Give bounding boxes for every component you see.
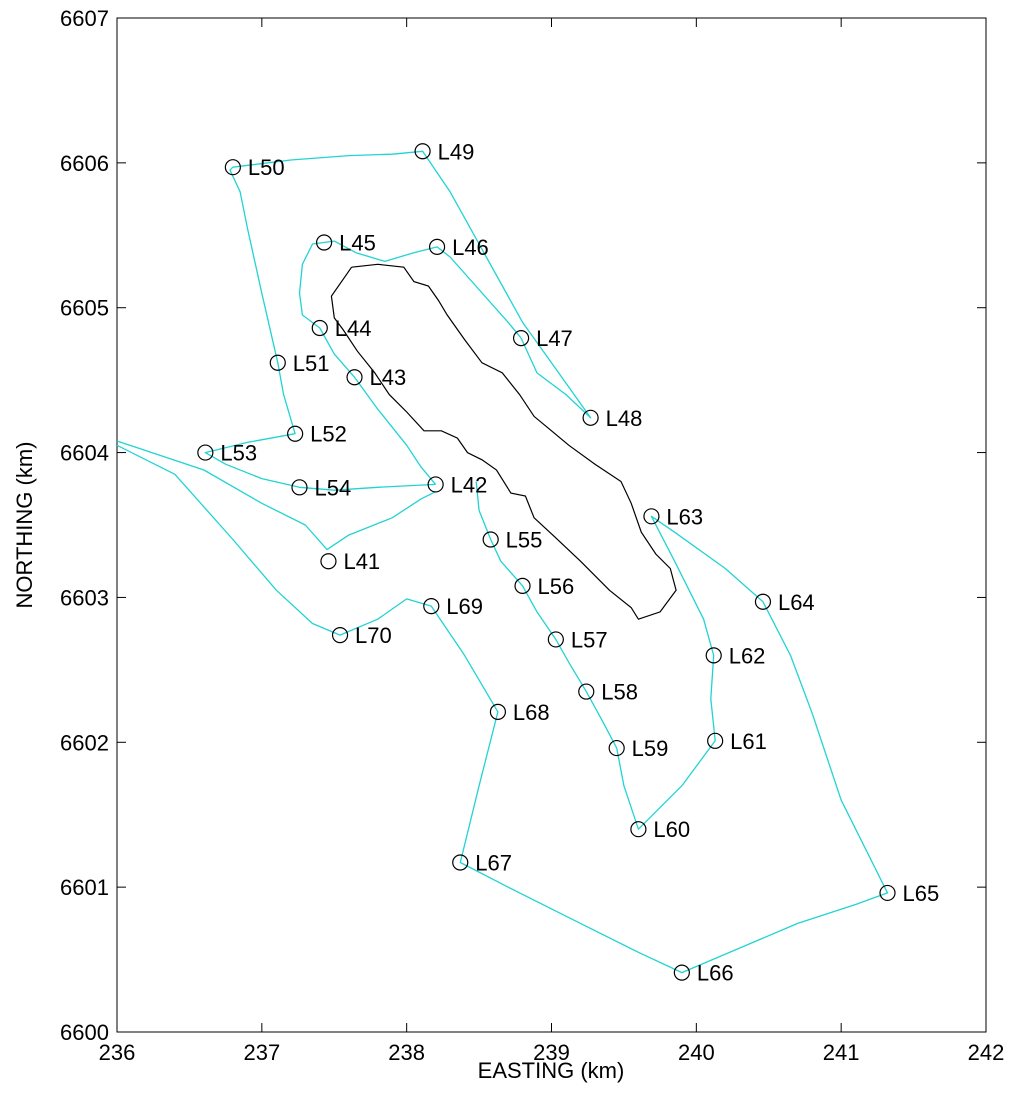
station-marker-l52 bbox=[287, 425, 304, 442]
track-line-1 bbox=[298, 240, 522, 485]
track-layer bbox=[116, 150, 889, 974]
station-marker-layer bbox=[197, 143, 896, 981]
station-marker-l63 bbox=[643, 508, 660, 525]
station-marker-l44 bbox=[311, 319, 328, 337]
station-marker-l66 bbox=[673, 964, 690, 981]
station-label-l50: L50 bbox=[248, 155, 285, 180]
station-label-l56: L56 bbox=[538, 574, 575, 599]
station-marker-l41 bbox=[320, 553, 337, 570]
station-marker-l65 bbox=[879, 884, 896, 902]
station-label-l51: L51 bbox=[293, 351, 330, 376]
y-tick-label: 6607 bbox=[60, 6, 109, 31]
station-label-l45: L45 bbox=[339, 231, 376, 256]
station-label-l57: L57 bbox=[571, 627, 608, 652]
y-tick-layer: 6600 6601 6602 6603 6604 6605 6606 6607 bbox=[60, 6, 986, 1045]
station-label-l44: L44 bbox=[335, 316, 372, 341]
plot-area bbox=[116, 17, 987, 1033]
x-tick-label: 241 bbox=[823, 1040, 860, 1065]
x-tick-label: 236 bbox=[99, 1040, 136, 1065]
station-label-l55: L55 bbox=[506, 527, 543, 552]
track-line-3 bbox=[116, 440, 436, 551]
station-label-l58: L58 bbox=[601, 680, 638, 705]
station-marker-l61 bbox=[707, 732, 724, 749]
station-label-l59: L59 bbox=[632, 736, 669, 761]
station-label-l63: L63 bbox=[666, 504, 703, 529]
station-label-l49: L49 bbox=[438, 139, 475, 164]
station-label-l68: L68 bbox=[513, 700, 550, 725]
station-label-l64: L64 bbox=[778, 590, 815, 615]
x-tick-layer: 236 237 238 239 240 241 242 bbox=[99, 18, 1005, 1065]
station-marker-l60 bbox=[630, 821, 647, 838]
station-marker-l70 bbox=[331, 626, 349, 644]
y-tick-label: 6602 bbox=[60, 730, 109, 755]
station-label-l65: L65 bbox=[903, 881, 940, 906]
station-label-l62: L62 bbox=[729, 643, 766, 668]
station-label-l67: L67 bbox=[475, 851, 512, 876]
station-marker-l59 bbox=[608, 739, 625, 757]
station-label-l47: L47 bbox=[536, 326, 573, 351]
station-marker-l50 bbox=[224, 159, 241, 176]
station-marker-l56 bbox=[514, 577, 531, 594]
track-line-4 bbox=[116, 444, 889, 974]
station-label-l61: L61 bbox=[730, 729, 767, 754]
station-marker-l45 bbox=[316, 234, 333, 251]
island-outline bbox=[330, 263, 677, 620]
station-label-l69: L69 bbox=[446, 594, 483, 619]
station-marker-l58 bbox=[578, 683, 595, 700]
station-label-l53: L53 bbox=[220, 441, 257, 466]
track-line-2 bbox=[204, 150, 592, 491]
y-tick-label: 6606 bbox=[60, 151, 109, 176]
station-label-l43: L43 bbox=[370, 365, 407, 390]
station-marker-l55 bbox=[482, 531, 499, 548]
y-axis-label: NORTHING (km) bbox=[12, 441, 37, 608]
y-tick-label: 6604 bbox=[60, 441, 109, 466]
station-label-l46: L46 bbox=[452, 235, 489, 260]
station-marker-l68 bbox=[489, 703, 507, 720]
y-tick-label: 6601 bbox=[60, 875, 109, 900]
station-marker-l67 bbox=[452, 854, 469, 871]
x-tick-label: 240 bbox=[678, 1040, 715, 1065]
station-marker-l49 bbox=[414, 143, 431, 160]
station-marker-l43 bbox=[346, 369, 363, 386]
x-tick-label: 237 bbox=[243, 1040, 280, 1065]
station-label-l66: L66 bbox=[697, 961, 734, 986]
x-axis-label: EASTING (km) bbox=[478, 1058, 625, 1083]
station-marker-l69 bbox=[423, 598, 440, 615]
y-tick-label: 6603 bbox=[60, 585, 109, 610]
island-outline-layer bbox=[330, 263, 677, 620]
station-marker-l62 bbox=[705, 647, 722, 664]
station-marker-l54 bbox=[291, 479, 308, 496]
station-label-layer: L41 L42 L43 L44 L45 L46 L47 L48 L49 L50 L51 L52 L53 L… bbox=[220, 139, 939, 985]
x-tick-label: 242 bbox=[968, 1040, 1005, 1065]
station-marker-l47 bbox=[512, 330, 530, 347]
x-tick-label: 239 bbox=[533, 1040, 570, 1065]
station-label-l54: L54 bbox=[314, 475, 351, 500]
station-label-l42: L42 bbox=[451, 472, 488, 497]
station-label-l41: L41 bbox=[343, 549, 380, 574]
station-label-l70: L70 bbox=[355, 623, 392, 648]
station-marker-l51 bbox=[269, 354, 286, 371]
y-tick-label: 6605 bbox=[60, 296, 109, 321]
x-tick-label: 238 bbox=[388, 1040, 425, 1065]
station-marker-l53 bbox=[197, 444, 214, 461]
station-marker-l46 bbox=[428, 238, 446, 255]
station-marker-l64 bbox=[754, 593, 772, 610]
station-marker-l57 bbox=[547, 631, 564, 648]
station-marker-l42 bbox=[427, 476, 444, 493]
station-label-l52: L52 bbox=[310, 422, 347, 447]
y-tick-label: 6600 bbox=[60, 1020, 109, 1045]
station-marker-l48 bbox=[582, 409, 599, 426]
station-label-l60: L60 bbox=[653, 817, 690, 842]
station-label-l48: L48 bbox=[606, 406, 643, 431]
